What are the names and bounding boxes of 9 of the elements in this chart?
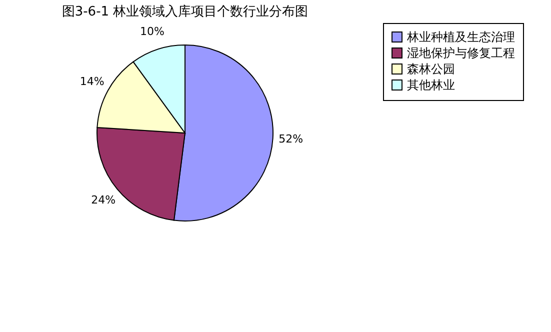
legend-label: 其他林业: [407, 78, 455, 92]
data-label: 24%: [91, 194, 116, 207]
legend-label: 森林公园: [407, 62, 455, 76]
legend-label: 林业种植及生态治理: [406, 30, 515, 44]
data-label: 52%: [278, 132, 304, 146]
data-label: 10%: [140, 25, 164, 38]
legend-label: 湿地保护与修复工程: [407, 46, 515, 60]
data-label: 14%: [80, 74, 104, 88]
chart-title: 图3-6-1 林业领域入库项目个数行业分布图: [62, 4, 308, 20]
